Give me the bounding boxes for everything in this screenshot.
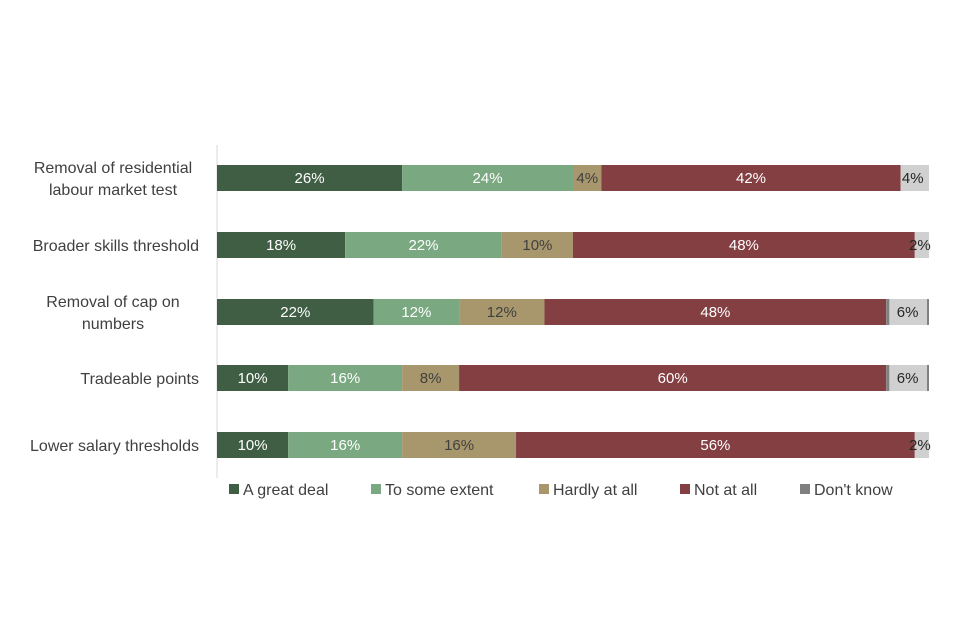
data-label: 4% — [576, 170, 598, 187]
data-label: 18% — [266, 237, 296, 254]
bar-segment — [217, 299, 374, 325]
legend-swatch — [539, 484, 549, 494]
legend-swatch — [229, 484, 239, 494]
bar-segment — [217, 165, 403, 191]
bar-segment — [217, 232, 346, 258]
bar-segment — [217, 432, 289, 458]
data-label: 56% — [700, 437, 730, 454]
bar-segment-dont-know-edge — [927, 365, 929, 391]
legend-label: A great deal — [243, 482, 328, 499]
bar-segment-dont-know — [886, 365, 929, 391]
bar-segment-dont-know — [914, 432, 929, 458]
data-label: 26% — [295, 170, 325, 187]
data-label: 48% — [700, 304, 730, 321]
data-label: 24% — [473, 170, 503, 187]
bar-segment — [288, 432, 403, 458]
legend-label: To some extent — [385, 482, 494, 499]
data-label: 10% — [522, 237, 552, 254]
data-label: 16% — [330, 437, 360, 454]
data-label: 10% — [238, 437, 268, 454]
bar-segment — [288, 365, 403, 391]
data-label: 60% — [658, 370, 688, 387]
legend-label: Hardly at all — [553, 482, 637, 499]
bar-segment — [345, 232, 502, 258]
legend-swatch — [680, 484, 690, 494]
category-labels-layer: Removal of residential labour market test… — [30, 160, 199, 455]
bar-segment — [459, 365, 887, 391]
bar-segment — [373, 299, 460, 325]
data-label: 10% — [238, 370, 268, 387]
bar-segment — [573, 232, 915, 258]
bar-segment-dont-know-edge — [886, 299, 890, 325]
legend-label: Not at all — [694, 482, 757, 499]
data-label: 4% — [902, 170, 924, 187]
data-label: 6% — [897, 370, 919, 387]
bar-segment-dont-know — [886, 299, 929, 325]
bar-segment — [402, 165, 573, 191]
legend-label: Don't know — [814, 482, 893, 499]
data-label: 2% — [909, 237, 931, 254]
bar-segment — [217, 365, 289, 391]
bar-segment — [601, 165, 901, 191]
category-label: Removal of residential — [34, 160, 192, 177]
legend: A great deal To some extent Hardly at all N… — [229, 482, 893, 499]
data-label: 6% — [897, 304, 919, 321]
bar-segment — [402, 365, 460, 391]
bar-segment — [573, 165, 602, 191]
legend-swatch — [371, 484, 381, 494]
bar-segment-dont-know — [900, 165, 929, 191]
bar-segment-dont-know-edge — [886, 365, 890, 391]
data-label: 22% — [280, 304, 310, 321]
data-label: 8% — [420, 370, 442, 387]
bar-segment — [516, 432, 915, 458]
legend-swatch — [800, 484, 810, 494]
category-label: numbers — [82, 316, 144, 333]
category-label: labour market test — [49, 182, 178, 199]
category-label: Broader skills threshold — [33, 238, 199, 255]
bar-segment — [402, 432, 517, 458]
bar-segment-dont-know — [914, 232, 929, 258]
bar-segment-dont-know-edge — [927, 299, 929, 325]
bar-segment — [501, 232, 573, 258]
data-label: 12% — [401, 304, 431, 321]
category-label: Lower salary thresholds — [30, 438, 199, 455]
data-label: 12% — [487, 304, 517, 321]
data-label: 2% — [909, 437, 931, 454]
category-label: Tradeable points — [80, 371, 199, 388]
data-label: 42% — [736, 170, 766, 187]
data-label: 16% — [444, 437, 474, 454]
bar-segment — [544, 299, 887, 325]
data-label: 48% — [729, 237, 759, 254]
category-label: Removal of cap on — [46, 294, 179, 311]
data-label: 16% — [330, 370, 360, 387]
bars-layer: 26% 24% 4% 42% 4% 18% 22% 10% 48% 2% 22% 12% 12% 48% 6… — [217, 165, 931, 458]
bar-segment — [459, 299, 545, 325]
data-label: 22% — [408, 237, 438, 254]
